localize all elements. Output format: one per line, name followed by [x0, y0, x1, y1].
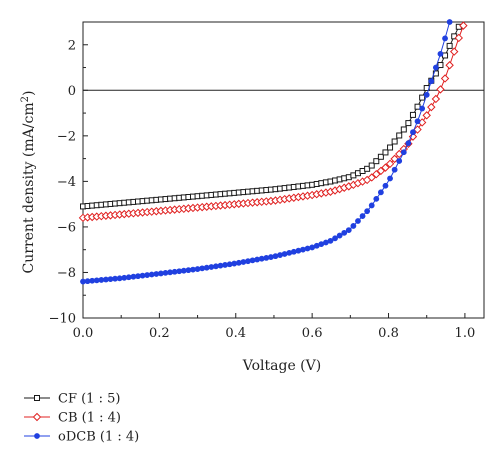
- data-point: [391, 166, 398, 173]
- y-tick-label: −2: [57, 129, 76, 144]
- data-point: [413, 125, 422, 134]
- x-tick-label: 0.6: [302, 326, 323, 341]
- x-axis-label: Voltage (V): [242, 358, 321, 374]
- data-point: [409, 111, 416, 118]
- data-point: [442, 35, 448, 42]
- data-point: [267, 254, 274, 260]
- y-axis-label-main: Current density (mA/cm: [21, 102, 37, 273]
- plot-area: [82, 21, 485, 319]
- data-point: [377, 153, 384, 160]
- y-axis-label-end: ): [21, 91, 37, 96]
- data-point: [387, 144, 394, 151]
- data-point: [332, 235, 338, 242]
- series-layer: [78, 19, 468, 285]
- y-tick-label: −10: [49, 312, 76, 327]
- data-point: [359, 213, 366, 219]
- data-point: [400, 149, 407, 156]
- legend-item: oDCB (1 : 4): [24, 430, 139, 445]
- data-point: [423, 91, 430, 98]
- data-point: [445, 61, 454, 70]
- data-point: [450, 47, 459, 56]
- data-point: [367, 173, 376, 182]
- series-2: [80, 19, 453, 285]
- data-point: [391, 138, 398, 145]
- x-tick-label: 0.2: [149, 326, 170, 341]
- data-point: [432, 64, 439, 71]
- data-point: [34, 433, 40, 439]
- data-point: [345, 227, 352, 234]
- data-point: [364, 165, 371, 172]
- data-point: [381, 163, 390, 172]
- y-tick-label: −6: [57, 220, 76, 235]
- data-point: [400, 126, 407, 133]
- data-point: [440, 74, 450, 83]
- data-point: [376, 166, 386, 176]
- data-point: [419, 94, 426, 101]
- data-point: [405, 120, 412, 127]
- data-point: [414, 118, 421, 125]
- data-point: [396, 158, 403, 164]
- series-line: [82, 26, 460, 207]
- x-tick-label: 1.0: [455, 326, 476, 341]
- data-point: [355, 218, 361, 224]
- data-point: [408, 132, 418, 141]
- data-point: [368, 162, 375, 169]
- y-tick-label: −4: [57, 175, 76, 190]
- data-point: [387, 175, 393, 182]
- x-tick-label: 0.4: [225, 326, 246, 341]
- data-point: [336, 232, 343, 239]
- data-point: [459, 21, 468, 30]
- series-line: [82, 21, 451, 283]
- data-point: [382, 149, 389, 156]
- y-tick-label: −8: [57, 266, 76, 281]
- y-axis-label-superscript: 2: [20, 96, 31, 102]
- plot-frame: [82, 21, 485, 319]
- data-point: [368, 202, 375, 209]
- data-point: [419, 105, 426, 112]
- legend-label: CB (1 : 4): [58, 411, 121, 426]
- data-point: [373, 195, 380, 202]
- data-point: [405, 140, 412, 147]
- data-point: [446, 19, 453, 25]
- series-1: [78, 21, 468, 223]
- data-point: [437, 62, 444, 69]
- y-axis-ticks: 2 0 −2 −4 −6 −8 −10: [49, 21, 88, 327]
- data-point: [373, 158, 380, 165]
- data-point: [422, 111, 431, 120]
- data-point: [350, 223, 357, 229]
- y-axis-label: Current density (mA/cm2): [20, 91, 37, 274]
- y-tick-label: 0: [68, 84, 76, 99]
- x-tick-label: 0.0: [73, 326, 94, 341]
- data-point: [327, 237, 334, 244]
- data-point: [436, 85, 445, 94]
- data-point: [32, 412, 42, 422]
- legend-item: CF (1 : 5): [24, 392, 120, 407]
- data-point: [382, 182, 389, 189]
- data-point: [364, 208, 371, 215]
- data-point: [431, 94, 441, 104]
- x-tick-label: 0.8: [378, 326, 399, 341]
- legend-label: oDCB (1 : 4): [58, 430, 139, 445]
- data-point: [396, 132, 403, 139]
- data-point: [377, 189, 384, 196]
- legend-item: CB (1 : 4): [24, 411, 121, 426]
- data-point: [454, 33, 464, 43]
- data-point: [437, 50, 444, 57]
- legend-label: CF (1 : 5): [58, 392, 120, 407]
- data-point: [410, 129, 416, 136]
- data-point: [428, 78, 435, 85]
- series-0: [80, 23, 462, 210]
- x-axis-ticks: 0.0 0.2 0.4 0.6 0.8 1.0: [73, 313, 476, 341]
- data-point: [385, 159, 395, 169]
- data-point: [341, 229, 348, 236]
- data-point: [34, 395, 40, 401]
- data-point: [427, 102, 436, 112]
- data-point: [372, 169, 381, 179]
- legend: CF (1 : 5) CB (1 : 4) oDCB (1 : 4): [24, 392, 139, 445]
- data-point: [446, 42, 453, 49]
- y-tick-label: 2: [68, 38, 76, 53]
